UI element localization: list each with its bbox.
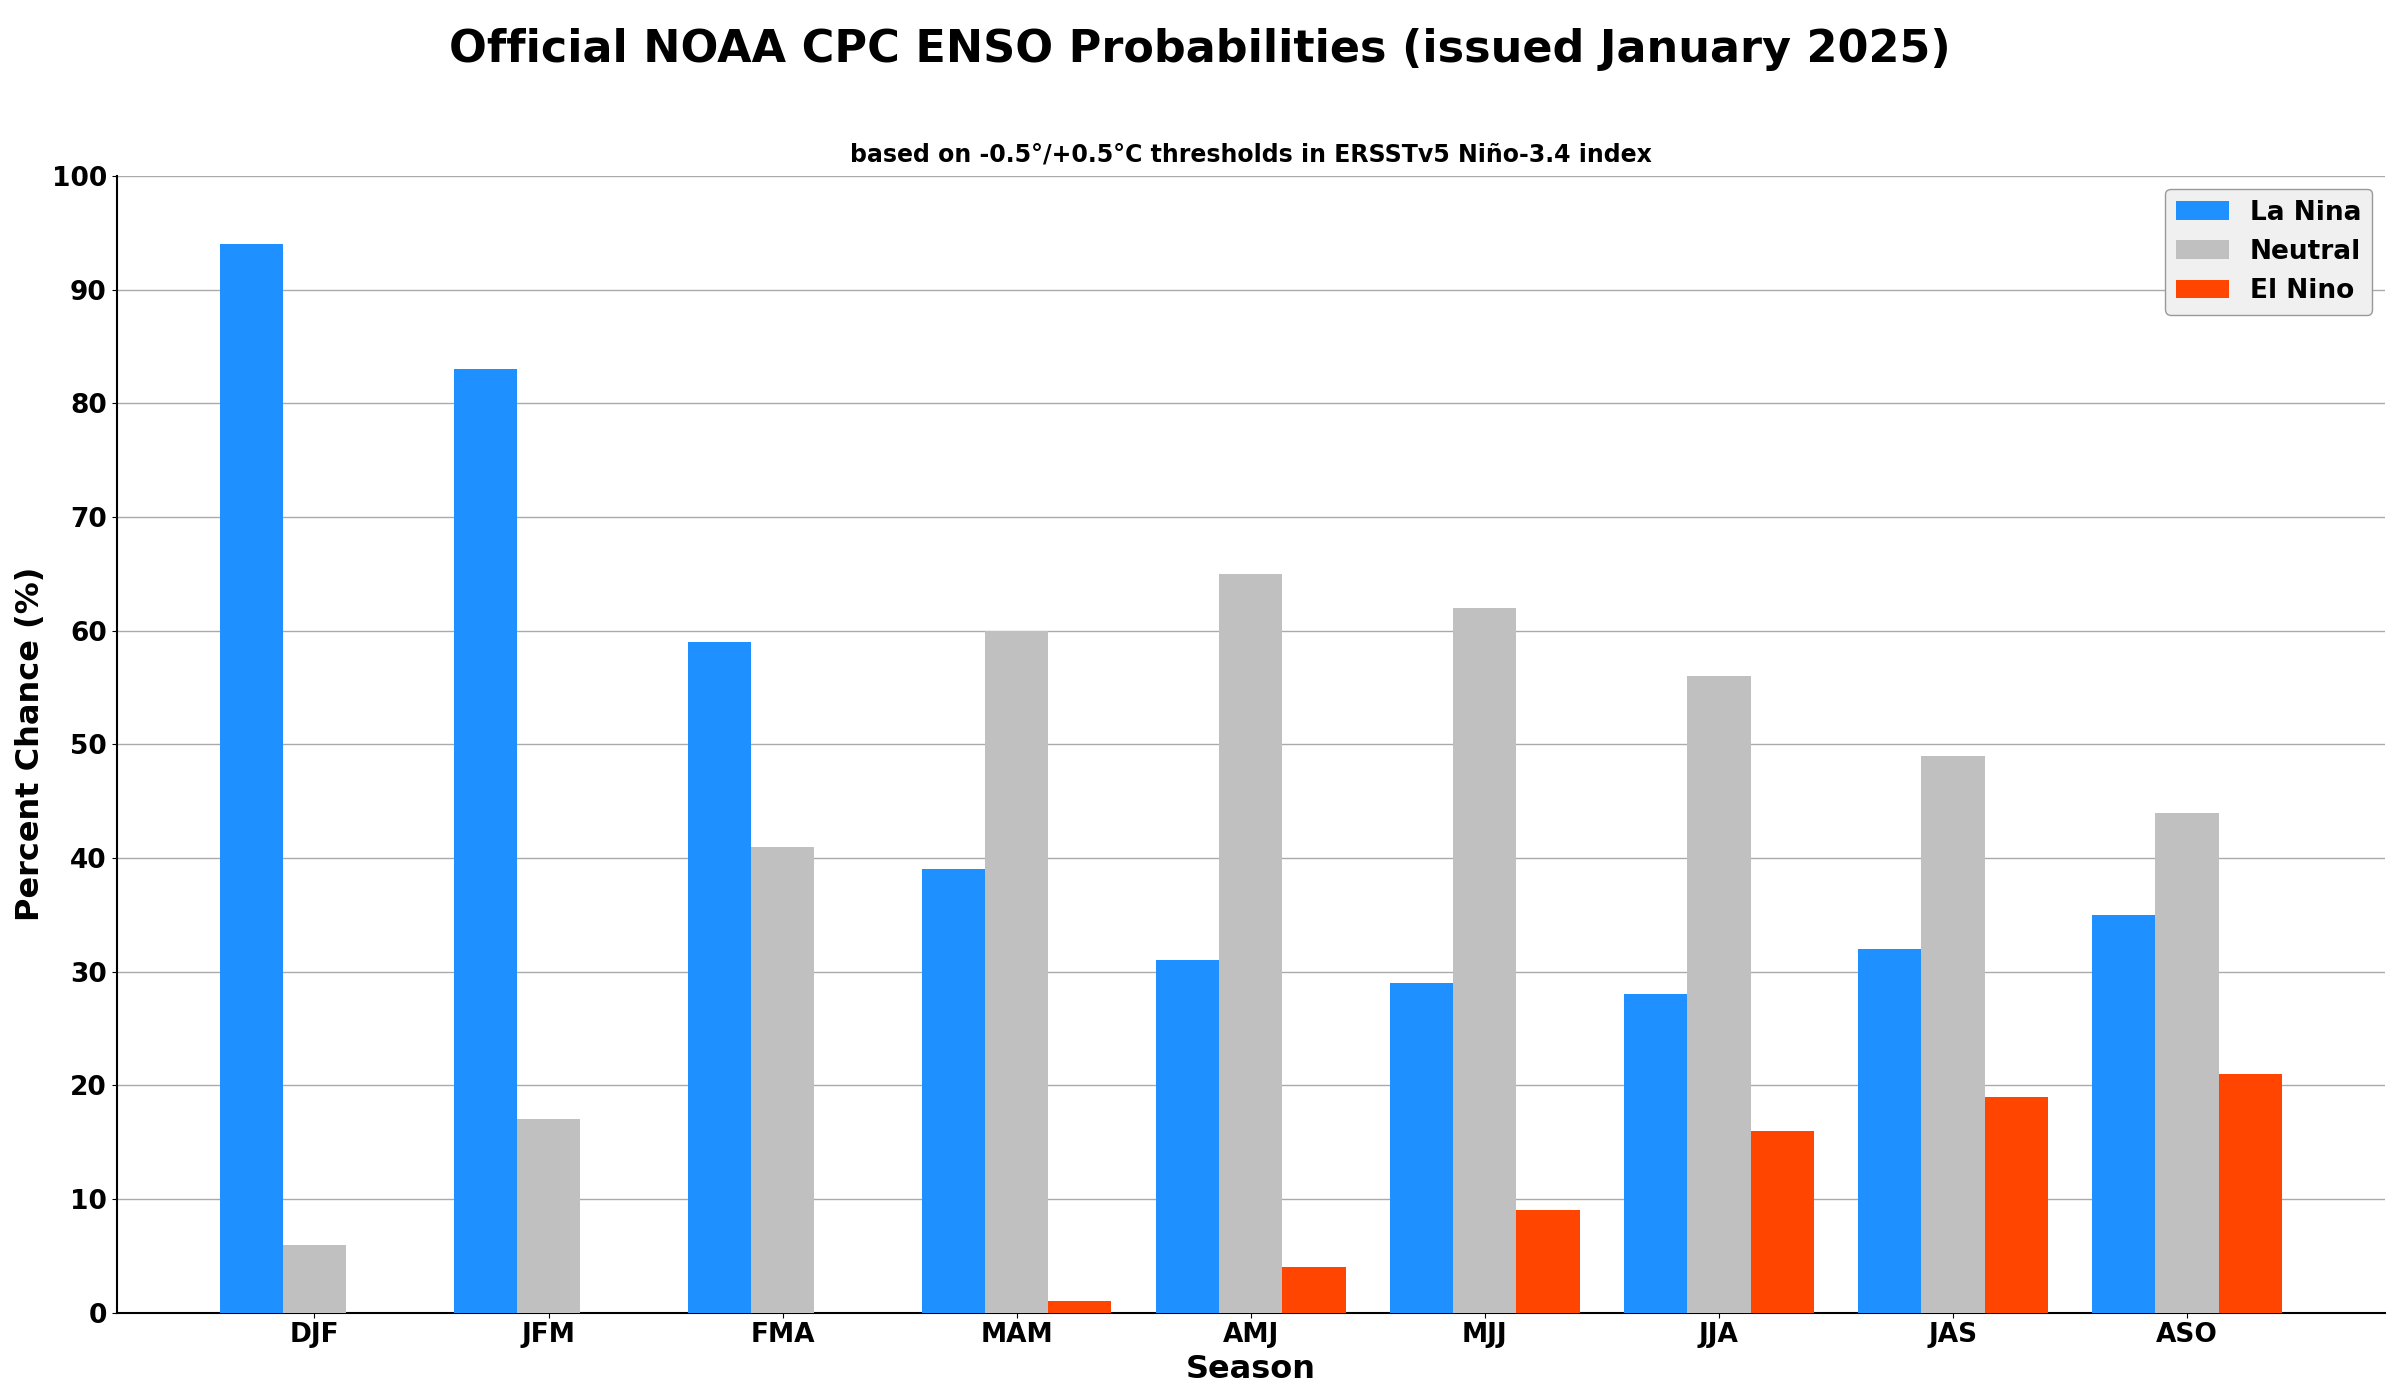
Bar [1858,949,1922,1313]
Bar [984,630,1049,1313]
Bar [1985,1096,2047,1313]
Bar [1454,608,1517,1313]
Bar [922,869,984,1313]
Bar [1517,1211,1579,1313]
Bar [1750,1131,1814,1313]
Bar [221,244,283,1313]
Bar [1282,1267,1346,1313]
Bar [516,1120,581,1313]
Bar [454,370,516,1313]
Bar [1390,983,1454,1313]
Text: Official NOAA CPC ENSO Probabilities (issued January 2025): Official NOAA CPC ENSO Probabilities (is… [449,28,1951,71]
Bar [1687,676,1750,1313]
Bar [689,643,751,1313]
Y-axis label: Percent Chance (%): Percent Chance (%) [14,567,46,921]
Legend: La Nina, Neutral, El Nino: La Nina, Neutral, El Nino [2165,189,2371,315]
X-axis label: Season: Season [1186,1354,1315,1385]
Bar [1625,994,1687,1313]
Bar [1049,1302,1111,1313]
Bar [1922,756,1985,1313]
Title: based on -0.5°/+0.5°C thresholds in ERSSTv5 Niño-3.4 index: based on -0.5°/+0.5°C thresholds in ERSS… [850,143,1651,167]
Bar [2218,1074,2282,1313]
Bar [1157,960,1219,1313]
Bar [2155,812,2218,1313]
Bar [1219,574,1282,1313]
Bar [2093,914,2155,1313]
Bar [283,1245,346,1313]
Bar [751,847,814,1313]
